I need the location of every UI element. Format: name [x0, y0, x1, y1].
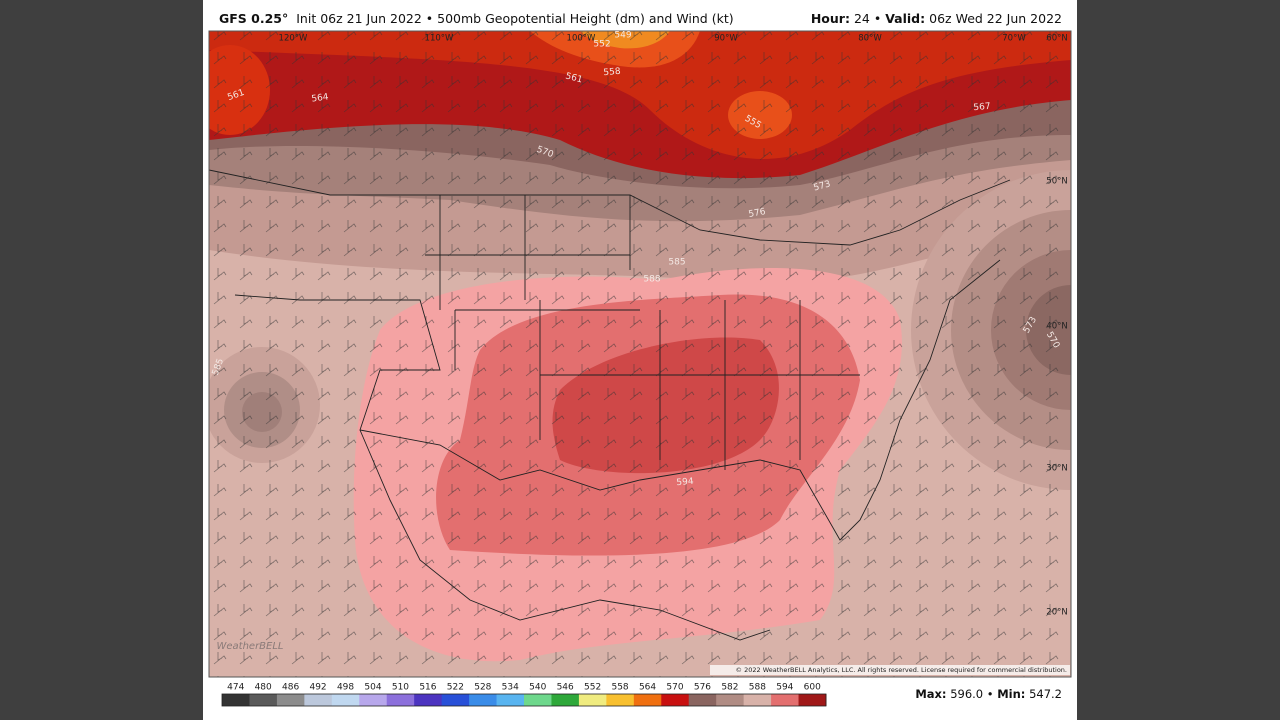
colorbar-label: 498 — [337, 683, 354, 693]
description: Init 06z 21 Jun 2022 • 500mb Geopotentia… — [296, 11, 733, 26]
colorbar-label: 504 — [364, 683, 381, 693]
latitude-label: 60°N — [1046, 34, 1067, 44]
colorbar-swatch — [578, 694, 607, 706]
valid: 06z Wed 22 Jun 2022 — [929, 11, 1062, 26]
header-left: GFS 0.25° Init 06z 21 Jun 2022 • 500mb G… — [219, 11, 734, 26]
colorbar-label: 474 — [227, 683, 244, 693]
longitude-label: 70°W — [1002, 34, 1026, 44]
colorbar-swatch — [496, 694, 525, 706]
contour-label: 594 — [676, 477, 694, 488]
wind-barbs — [209, 31, 1071, 677]
colorbar-label: 570 — [666, 683, 683, 693]
logo: WeatherBELL — [216, 641, 283, 652]
colorbar-label: 582 — [721, 683, 738, 693]
model: GFS 0.25° — [219, 11, 288, 26]
colorbar-label: 558 — [611, 683, 628, 693]
map-frame — [208, 30, 1072, 678]
longitude-label: 120°W — [279, 34, 308, 44]
colorbar-swatch — [414, 694, 443, 706]
hour-label: Hour: — [811, 11, 850, 26]
latitude-label: 20°N — [1046, 608, 1067, 618]
colorbar-label: 540 — [529, 683, 546, 693]
header-right: Hour: 24 • Valid: 06z Wed 22 Jun 2022 — [811, 11, 1062, 26]
colorbar-label: 492 — [309, 683, 326, 693]
contour-label: 561 — [564, 71, 583, 85]
colorbar-label: 576 — [694, 683, 711, 693]
longitude-label: 100°W — [567, 34, 596, 44]
contour-label: 576 — [748, 207, 767, 220]
colorbar-swatch — [633, 694, 662, 706]
contour-label: 588 — [643, 275, 660, 285]
stats: Max: 596.0 • Min: 547.2 — [915, 687, 1062, 701]
latitude-label: 30°N — [1046, 464, 1067, 474]
contour-label: 564 — [311, 92, 330, 104]
longitude-label: 90°W — [714, 34, 738, 44]
colorbar-frame — [221, 693, 827, 707]
longitude-label: 110°W — [425, 34, 454, 44]
colorbar-label: 516 — [419, 683, 436, 693]
colorbar-swatch — [661, 694, 690, 706]
max: 596.0 • — [950, 687, 993, 701]
colorbar-label: 564 — [639, 683, 656, 693]
colorbar-swatch — [551, 694, 580, 706]
copyright: © 2022 WeatherBELL Analytics, LLC. All r… — [736, 666, 1067, 674]
min-label: Min: — [997, 687, 1025, 701]
colorbar-label: 552 — [584, 683, 601, 693]
colorbar-swatch — [359, 694, 388, 706]
colorbar-label: 534 — [502, 683, 519, 693]
colorbar-swatch — [441, 694, 470, 706]
colorbar-swatch — [222, 694, 250, 706]
copyright-bg — [710, 665, 1070, 675]
colorbar-label: 546 — [557, 683, 574, 693]
coastline — [234, 259, 1001, 541]
contour-label: 549 — [614, 31, 631, 41]
colorbar-swatch — [716, 694, 745, 706]
latitude-label: 50°N — [1046, 177, 1067, 187]
longitude-label: 80°W — [858, 34, 882, 44]
contour-label: 573 — [813, 179, 832, 193]
colorbar-swatch — [798, 694, 827, 706]
colorbar-swatch — [743, 694, 772, 706]
colorbar-swatch — [688, 694, 717, 706]
colorbar-swatch — [771, 694, 800, 706]
contour-label: 552 — [593, 40, 610, 50]
colorbar-label: 600 — [804, 683, 821, 693]
state-lines — [425, 195, 860, 470]
contour-label: 585 — [668, 258, 685, 268]
colorbar-swatch — [304, 694, 333, 706]
colorbar-label: 594 — [776, 683, 793, 693]
colorbar-label: 486 — [282, 683, 299, 693]
colorbar-swatch — [276, 694, 305, 706]
colorbar-swatch — [249, 694, 278, 706]
border — [209, 169, 1011, 246]
latitude-label: 40°N — [1046, 322, 1067, 332]
map — [209, 31, 1071, 677]
valid-label: Valid: — [885, 11, 925, 26]
contour-label: 567 — [973, 102, 991, 113]
coastline — [359, 429, 771, 641]
colorbar-label: 522 — [447, 683, 464, 693]
contour-label: 558 — [603, 67, 621, 78]
min: 547.2 — [1029, 687, 1062, 701]
colorbar-swatch — [469, 694, 498, 706]
hour: 24 • — [854, 11, 881, 26]
colorbar-label: 480 — [255, 683, 272, 693]
colorbar-label: 510 — [392, 683, 409, 693]
colorbar-swatch — [386, 694, 415, 706]
colorbar-swatch — [524, 694, 552, 706]
max-label: Max: — [915, 687, 946, 701]
colorbar-swatch — [606, 694, 635, 706]
colorbar-label: 528 — [474, 683, 491, 693]
colorbar-label: 588 — [749, 683, 766, 693]
colorbar-swatch — [331, 694, 360, 706]
